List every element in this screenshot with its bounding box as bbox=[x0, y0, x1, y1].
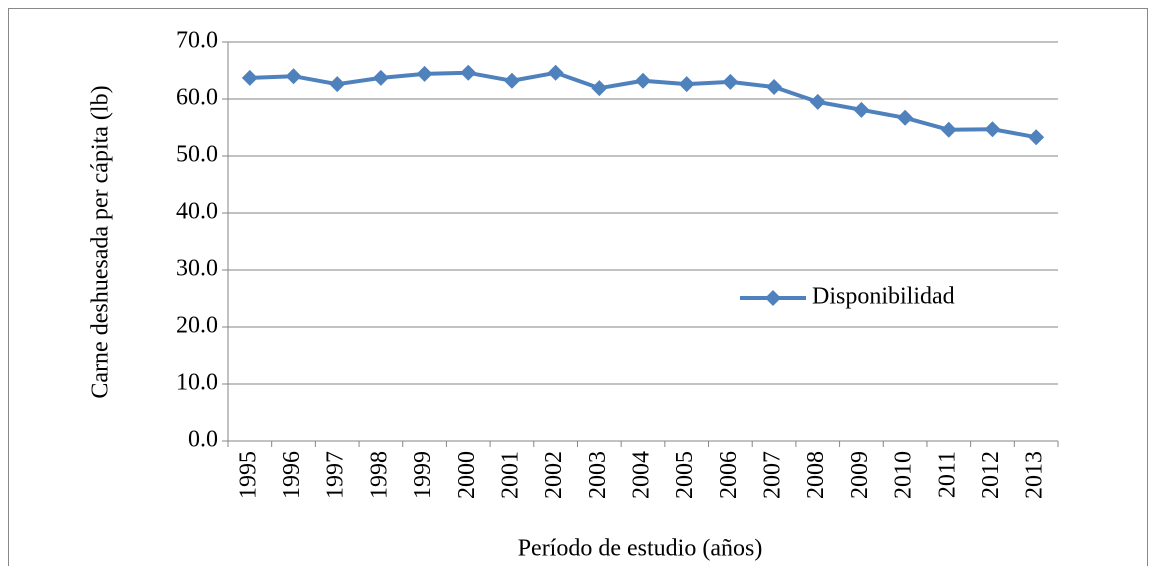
x-tick-label: 2004 bbox=[629, 451, 655, 499]
x-tick-label: 2012 bbox=[978, 451, 1004, 499]
marker bbox=[678, 76, 695, 93]
y-axis-title: Carne deshuesada per cápita (lb) bbox=[88, 85, 114, 398]
marker bbox=[503, 72, 520, 89]
x-tick-label: 2002 bbox=[541, 451, 567, 499]
y-tick-label: 30.0 bbox=[176, 256, 218, 282]
legend-label: Disponibilidad bbox=[812, 284, 955, 310]
y-tick-label: 40.0 bbox=[176, 199, 218, 225]
marker bbox=[1028, 129, 1045, 146]
marker bbox=[547, 64, 564, 81]
x-tick-label: 2000 bbox=[454, 451, 480, 499]
marker bbox=[372, 69, 389, 86]
y-tick-label: 0.0 bbox=[188, 427, 218, 453]
x-tick-label: 2006 bbox=[716, 451, 742, 499]
marker bbox=[635, 72, 651, 89]
x-tick-label: 2011 bbox=[934, 451, 960, 498]
x-tick-label: 2001 bbox=[497, 451, 523, 499]
marker bbox=[897, 109, 914, 126]
y-tick-label: 50.0 bbox=[176, 142, 218, 168]
y-tick-label: 60.0 bbox=[176, 85, 218, 111]
x-tick-label: 1999 bbox=[410, 451, 436, 499]
x-tick-label: 2003 bbox=[585, 451, 611, 499]
x-tick-label: 2010 bbox=[891, 451, 917, 499]
marker bbox=[591, 80, 608, 97]
marker bbox=[722, 73, 739, 90]
x-tick-label: 1998 bbox=[366, 451, 392, 499]
y-tick-label: 10.0 bbox=[176, 370, 218, 396]
x-axis-title: Período de estudio (años) bbox=[518, 536, 763, 562]
x-tick-label: 2009 bbox=[847, 451, 873, 499]
marker bbox=[329, 76, 346, 93]
marker bbox=[809, 93, 826, 110]
x-tick-label: 1997 bbox=[323, 451, 349, 499]
x-tick-label: 2007 bbox=[760, 451, 786, 499]
marker bbox=[766, 79, 783, 96]
y-tick-label: 20.0 bbox=[176, 313, 218, 339]
marker bbox=[285, 68, 302, 85]
marker bbox=[984, 121, 1001, 138]
y-tick-label: 70.0 bbox=[176, 28, 218, 54]
x-tick-label: 2005 bbox=[672, 451, 698, 499]
marker bbox=[241, 69, 258, 86]
x-tick-label: 1996 bbox=[279, 451, 305, 499]
marker bbox=[940, 121, 957, 138]
marker bbox=[460, 64, 477, 81]
legend-marker bbox=[765, 290, 781, 306]
marker bbox=[853, 101, 870, 118]
x-tick-label: 2008 bbox=[803, 451, 829, 499]
marker bbox=[416, 65, 433, 82]
x-tick-label: 2013 bbox=[1022, 451, 1048, 499]
x-tick-label: 1995 bbox=[235, 451, 261, 499]
chart-frame bbox=[8, 8, 1148, 566]
